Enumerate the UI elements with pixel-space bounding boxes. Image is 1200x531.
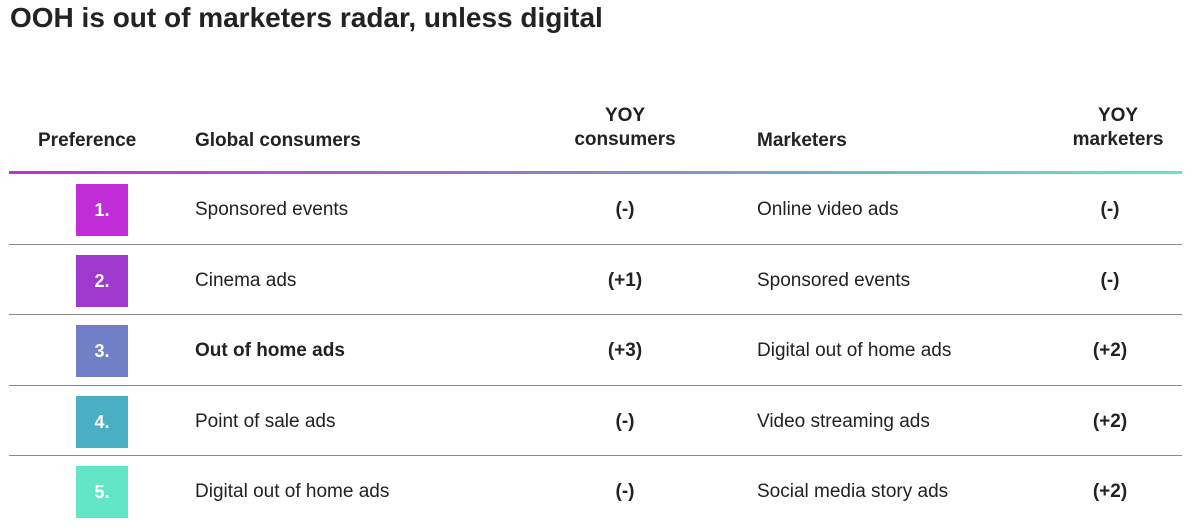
yoy-consumers-change: (-)	[615, 199, 635, 220]
rank-badge: 2.	[76, 255, 128, 307]
header-yoy-marketers-line1: YOY	[1097, 105, 1139, 126]
table-row: 5. Digital out of home ads (-) Social media…	[0, 456, 1200, 526]
header-yoy-marketers-line2: marketers	[1072, 129, 1164, 150]
yoy-consumers-change: (-)	[615, 411, 635, 432]
consumer-channel: Out of home ads	[195, 340, 345, 361]
table-row: 2. Cinema ads (+1) Sponsored events (-)	[0, 245, 1200, 315]
table-row: 4. Point of sale ads (-) Video streaming ad…	[0, 386, 1200, 456]
marketer-channel: Video streaming ads	[757, 411, 930, 432]
consumer-channel: Point of sale ads	[195, 411, 336, 432]
marketer-channel: Sponsored events	[757, 270, 911, 291]
consumer-channel: Digital out of home ads	[195, 481, 390, 502]
header-yoy-consumers-line2: consumers	[574, 129, 676, 150]
rank-badge: 3.	[76, 325, 128, 377]
yoy-marketers-change: (+2)	[1092, 340, 1128, 361]
chart-title: OOH is out of marketers radar, unless di…	[10, 2, 603, 33]
header-preference: Preference	[38, 130, 137, 151]
header-gradient-rule	[9, 171, 1182, 174]
rank-badge: 1.	[76, 184, 128, 236]
yoy-consumers-change: (+1)	[607, 270, 643, 291]
header-yoy-consumers: YOY consumers	[565, 104, 685, 152]
header-yoy-consumers-line1: YOY	[604, 105, 646, 126]
yoy-consumers-change: (-)	[615, 481, 635, 502]
consumer-channel: Sponsored events	[195, 199, 349, 220]
header-marketers: Marketers	[757, 130, 847, 151]
marketer-channel: Online video ads	[757, 199, 899, 220]
row-divider	[9, 244, 1182, 245]
table-row: 1. Sponsored events (-) Online video ads (-)	[0, 174, 1200, 244]
rank-badge: 4.	[76, 396, 128, 448]
marketer-channel: Digital out of home ads	[757, 340, 952, 361]
marketer-channel: Social media story ads	[757, 481, 949, 502]
yoy-consumers-change: (+3)	[607, 340, 643, 361]
table-row: 3. Out of home ads (+3) Digital out of home…	[0, 315, 1200, 385]
consumer-channel: Cinema ads	[195, 270, 297, 291]
header-global-consumers: Global consumers	[195, 130, 361, 151]
yoy-marketers-change: (-)	[1100, 199, 1120, 220]
row-divider	[9, 385, 1182, 386]
yoy-marketers-change: (+2)	[1092, 481, 1128, 502]
yoy-marketers-change: (+2)	[1092, 411, 1128, 432]
rank-badge: 5.	[76, 466, 128, 518]
yoy-marketers-change: (-)	[1100, 270, 1120, 291]
row-divider	[9, 455, 1182, 456]
row-divider	[9, 314, 1182, 315]
header-yoy-marketers: YOY marketers	[1058, 104, 1178, 152]
